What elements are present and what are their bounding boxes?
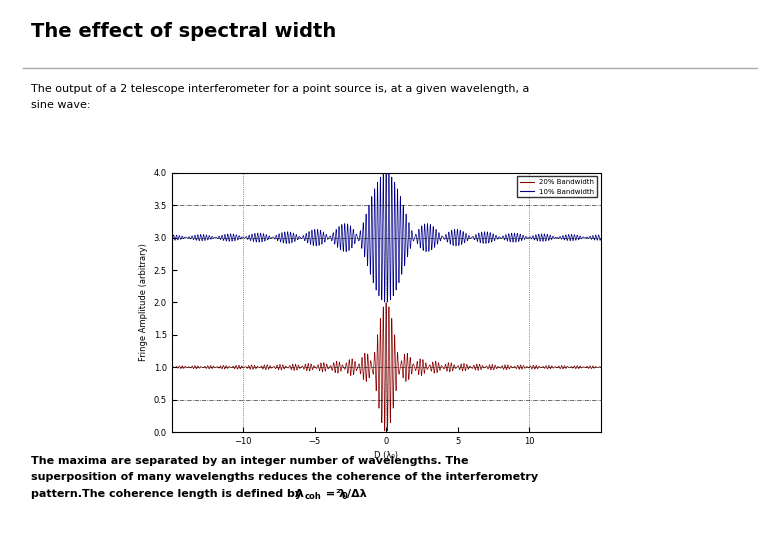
- Text: The effect of spectral width: The effect of spectral width: [31, 22, 336, 40]
- Text: The output of a 2 telescope interferometer for a point source is, at a given wav: The output of a 2 telescope interferomet…: [31, 84, 530, 94]
- 10% Bandwidth: [167, 235, 176, 242]
- 10% Bandwidth: [424, 247, 434, 254]
- 20% Bandwidth: [519, 364, 529, 371]
- 10% Bandwidth: [519, 236, 529, 242]
- 10% Bandwidth: [245, 233, 254, 239]
- 20% Bandwidth: [383, 428, 392, 434]
- Y-axis label: Fringe Amplitude (arbitrary): Fringe Amplitude (arbitrary): [139, 244, 148, 361]
- 20% Bandwidth: [446, 362, 456, 368]
- 10% Bandwidth: [381, 170, 391, 177]
- Text: pattern.​The coherence length is defined by: pattern.​The coherence length is defined…: [31, 489, 307, 499]
- 10% Bandwidth: [331, 233, 340, 239]
- Text: coh: coh: [304, 492, 321, 502]
- Text: Λ: Λ: [295, 489, 303, 499]
- 20% Bandwidth: [245, 364, 254, 371]
- Text: superposition of many wavelengths reduces the coherence of the interferometry: superposition of many wavelengths reduce…: [31, 472, 538, 483]
- 20% Bandwidth: [596, 364, 605, 371]
- Text: sine wave:: sine wave:: [31, 100, 90, 110]
- Text: = λ: = λ: [322, 489, 346, 499]
- 20% Bandwidth: [488, 362, 497, 369]
- 20% Bandwidth: [424, 363, 434, 370]
- Text: /Δλ: /Δλ: [347, 489, 367, 499]
- 10% Bandwidth: [488, 238, 497, 245]
- Line: 10% Bandwidth: 10% Bandwidth: [172, 173, 601, 302]
- 20% Bandwidth: [381, 300, 391, 306]
- Text: ²: ²: [335, 489, 340, 499]
- Legend: 20% Bandwidth, 10% Bandwidth: 20% Bandwidth, 10% Bandwidth: [517, 176, 597, 197]
- 20% Bandwidth: [167, 364, 176, 371]
- X-axis label: D (λ₀): D (λ₀): [374, 451, 398, 461]
- 20% Bandwidth: [331, 368, 340, 374]
- 10% Bandwidth: [596, 235, 605, 242]
- Line: 20% Bandwidth: 20% Bandwidth: [172, 303, 601, 431]
- 10% Bandwidth: [380, 299, 389, 305]
- Text: The maxima are separated by an integer number of wavelengths. The: The maxima are separated by an integer n…: [31, 456, 469, 467]
- Text: 0: 0: [342, 492, 347, 502]
- 10% Bandwidth: [446, 238, 456, 244]
